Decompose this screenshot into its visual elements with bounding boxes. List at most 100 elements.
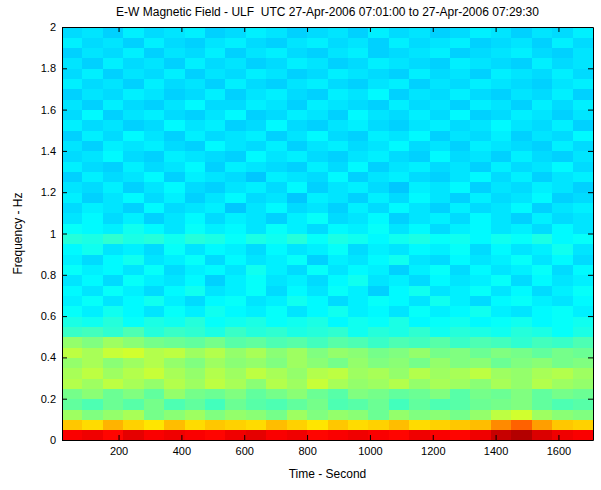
- spectrogram-cell: [266, 151, 287, 162]
- spectrogram-cell: [328, 141, 349, 152]
- tick: [181, 27, 182, 32]
- spectrogram-cell: [511, 192, 532, 203]
- spectrogram-cell: [82, 275, 103, 286]
- spectrogram-cell: [123, 172, 144, 183]
- spectrogram-cell: [185, 347, 206, 358]
- spectrogram-cell: [470, 430, 491, 440]
- spectrogram-cell: [185, 172, 206, 183]
- spectrogram-cell: [450, 203, 471, 214]
- spectrogram-cell: [389, 203, 410, 214]
- spectrogram-cell: [103, 192, 124, 203]
- spectrogram-cell: [82, 316, 103, 327]
- spectrogram-cell: [450, 295, 471, 306]
- spectrogram-cell: [450, 409, 471, 420]
- spectrogram-cell: [552, 79, 573, 90]
- spectrogram-cell: [185, 234, 206, 245]
- spectrogram-cell: [82, 419, 103, 430]
- spectrogram-cell: [266, 419, 287, 430]
- spectrogram-cell: [103, 264, 124, 275]
- spectrogram-cell: [225, 37, 246, 48]
- spectrogram-cell: [532, 419, 553, 430]
- spectrogram-cell: [225, 234, 246, 245]
- spectrogram-cell: [470, 234, 491, 245]
- spectrogram-cell: [307, 141, 328, 152]
- spectrogram-cell: [287, 161, 308, 172]
- spectrogram-cell: [185, 79, 206, 90]
- spectrogram-cell: [103, 244, 124, 255]
- spectrogram-cell: [123, 110, 144, 121]
- spectrogram-cell: [307, 399, 328, 410]
- spectrogram-cell: [144, 203, 165, 214]
- spectrogram-cell: [185, 409, 206, 420]
- spectrogram-cell: [532, 141, 553, 152]
- spectrogram-cell: [491, 58, 512, 69]
- spectrogram-cell: [307, 285, 328, 296]
- spectrogram-cell: [552, 58, 573, 69]
- tick-label: 1.6: [41, 104, 56, 116]
- spectrogram-cell: [532, 326, 553, 337]
- spectrogram-cell: [246, 306, 267, 317]
- spectrogram-cell: [144, 409, 165, 420]
- spectrogram-cell: [470, 89, 491, 100]
- spectrogram-cell: [552, 264, 573, 275]
- spectrogram-cell: [62, 68, 83, 79]
- spectrogram-cell: [82, 110, 103, 121]
- spectrogram-cell: [123, 357, 144, 368]
- spectrogram-cell: [307, 27, 328, 38]
- spectrogram-cell: [328, 285, 349, 296]
- spectrogram-cell: [103, 58, 124, 69]
- spectrogram-cell: [450, 79, 471, 90]
- spectrogram-cell: [552, 357, 573, 368]
- spectrogram-cell: [225, 378, 246, 389]
- spectrogram-cell: [103, 378, 124, 389]
- spectrogram-cell: [62, 244, 83, 255]
- spectrogram-cell: [368, 409, 389, 420]
- spectrogram-cell: [185, 368, 206, 379]
- spectrogram-cell: [246, 295, 267, 306]
- spectrogram-cell: [552, 27, 573, 38]
- spectrogram-cell: [491, 388, 512, 399]
- spectrogram-cell: [368, 223, 389, 234]
- spectrogram-cell: [491, 254, 512, 265]
- spectrogram-cell: [307, 357, 328, 368]
- spectrogram-cell: [450, 285, 471, 296]
- spectrogram-cell: [62, 306, 83, 317]
- spectrogram-cell: [164, 161, 185, 172]
- spectrogram-cell: [430, 141, 451, 152]
- spectrogram-cell: [123, 285, 144, 296]
- spectrogram-cell: [470, 347, 491, 358]
- spectrogram-cell: [573, 89, 593, 100]
- spectrogram-cell: [552, 337, 573, 348]
- spectrogram-cell: [430, 223, 451, 234]
- spectrogram-cell: [246, 203, 267, 214]
- spectrogram-cell: [123, 368, 144, 379]
- spectrogram-cell: [225, 430, 246, 440]
- spectrogram-cell: [511, 99, 532, 110]
- spectrogram-cell: [82, 172, 103, 183]
- spectrogram-cell: [450, 419, 471, 430]
- spectrogram-cell: [409, 306, 430, 317]
- spectrogram-cell: [62, 409, 83, 420]
- spectrogram-cell: [287, 48, 308, 59]
- tick: 0: [50, 434, 67, 446]
- spectrogram-cell: [368, 99, 389, 110]
- spectrogram-cell: [307, 68, 328, 79]
- spectrogram-cell: [185, 399, 206, 410]
- spectrogram-cell: [144, 120, 165, 131]
- tick-mark: [62, 399, 67, 400]
- spectrogram-cell: [368, 388, 389, 399]
- spectrogram-cell: [123, 99, 144, 110]
- spectrogram-cell: [287, 409, 308, 420]
- spectrogram-cell: [552, 295, 573, 306]
- spectrogram-cell: [164, 388, 185, 399]
- spectrogram-cell: [307, 388, 328, 399]
- spectrogram-cell: [368, 254, 389, 265]
- spectrogram-cell: [164, 409, 185, 420]
- spectrogram-cell: [430, 254, 451, 265]
- spectrogram-cell: [103, 316, 124, 327]
- spectrogram-cell: [185, 89, 206, 100]
- spectrogram-cell: [409, 203, 430, 214]
- spectrogram-cell: [185, 151, 206, 162]
- spectrogram-cell: [450, 110, 471, 121]
- spectrogram-cell: [511, 141, 532, 152]
